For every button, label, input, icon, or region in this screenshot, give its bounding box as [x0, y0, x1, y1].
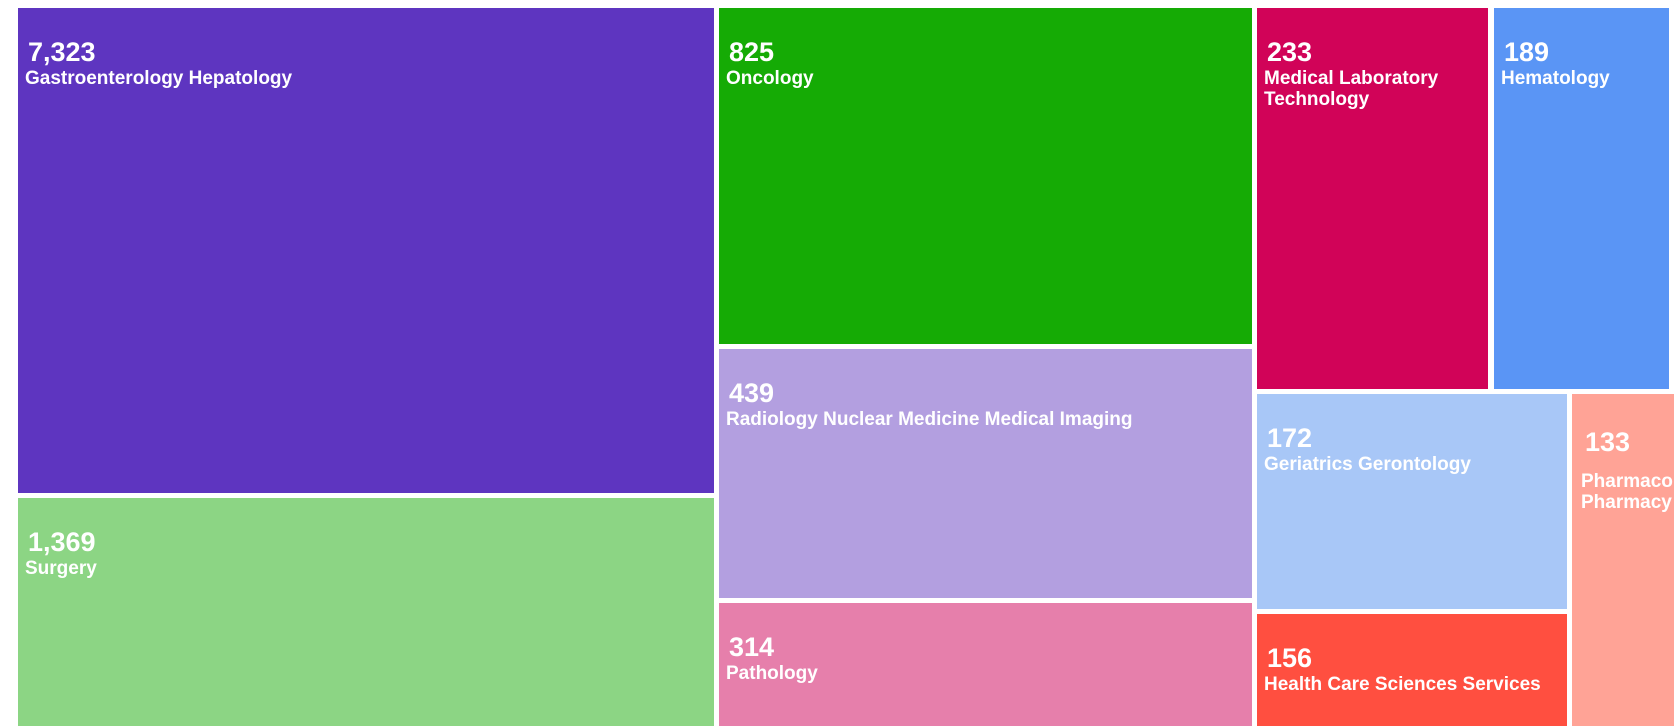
treemap-tile: 439 Radiology Nuclear Medicine Medical Im…: [719, 349, 1252, 598]
treemap-tile: 314 Pathology: [719, 603, 1252, 726]
tile-label: Pathology: [726, 663, 818, 684]
tile-label: Medical Laboratory Technology: [1264, 68, 1439, 110]
tile-value: 233: [1267, 37, 1313, 67]
tile-label: Radiology Nuclear Medicine Medical Imagi…: [726, 409, 1133, 430]
treemap-tile: 189 Hematology: [1494, 8, 1669, 389]
tile-label: Health Care Sciences Services: [1264, 674, 1541, 695]
tile-value: 7,323: [28, 37, 96, 67]
tile-label: Oncology: [726, 68, 814, 89]
treemap-tile: 172 Geriatrics Gerontology: [1257, 394, 1567, 609]
tile-value: 825: [729, 37, 775, 67]
treemap-tile: 133 Pharmacology Pharmacy: [1572, 394, 1674, 726]
tile-value: 172: [1267, 423, 1313, 453]
tile-value: 189: [1504, 37, 1550, 67]
tile-value: 156: [1267, 643, 1313, 673]
tile-label: Surgery: [25, 558, 97, 579]
treemap-tile: 825 Oncology: [719, 8, 1252, 344]
tile-value: 1,369: [28, 527, 96, 557]
treemap-tile: 156 Health Care Sciences Services: [1257, 614, 1567, 726]
treemap-tile: 7,323 Gastroenterology Hepatology: [18, 8, 714, 493]
tile-label: Gastroenterology Hepatology: [25, 68, 293, 89]
treemap-tile: 1,369 Surgery: [18, 498, 714, 726]
tile-value: 439: [729, 378, 775, 408]
tile-value: 133: [1585, 427, 1631, 457]
tile-label: Geriatrics Gerontology: [1264, 454, 1471, 475]
tile-label: Pharmacology Pharmacy: [1581, 471, 1674, 513]
tile-value: 314: [729, 632, 775, 662]
tile-label: Hematology: [1501, 68, 1610, 89]
treemap-tile: 233 Medical Laboratory Technology: [1257, 8, 1488, 389]
